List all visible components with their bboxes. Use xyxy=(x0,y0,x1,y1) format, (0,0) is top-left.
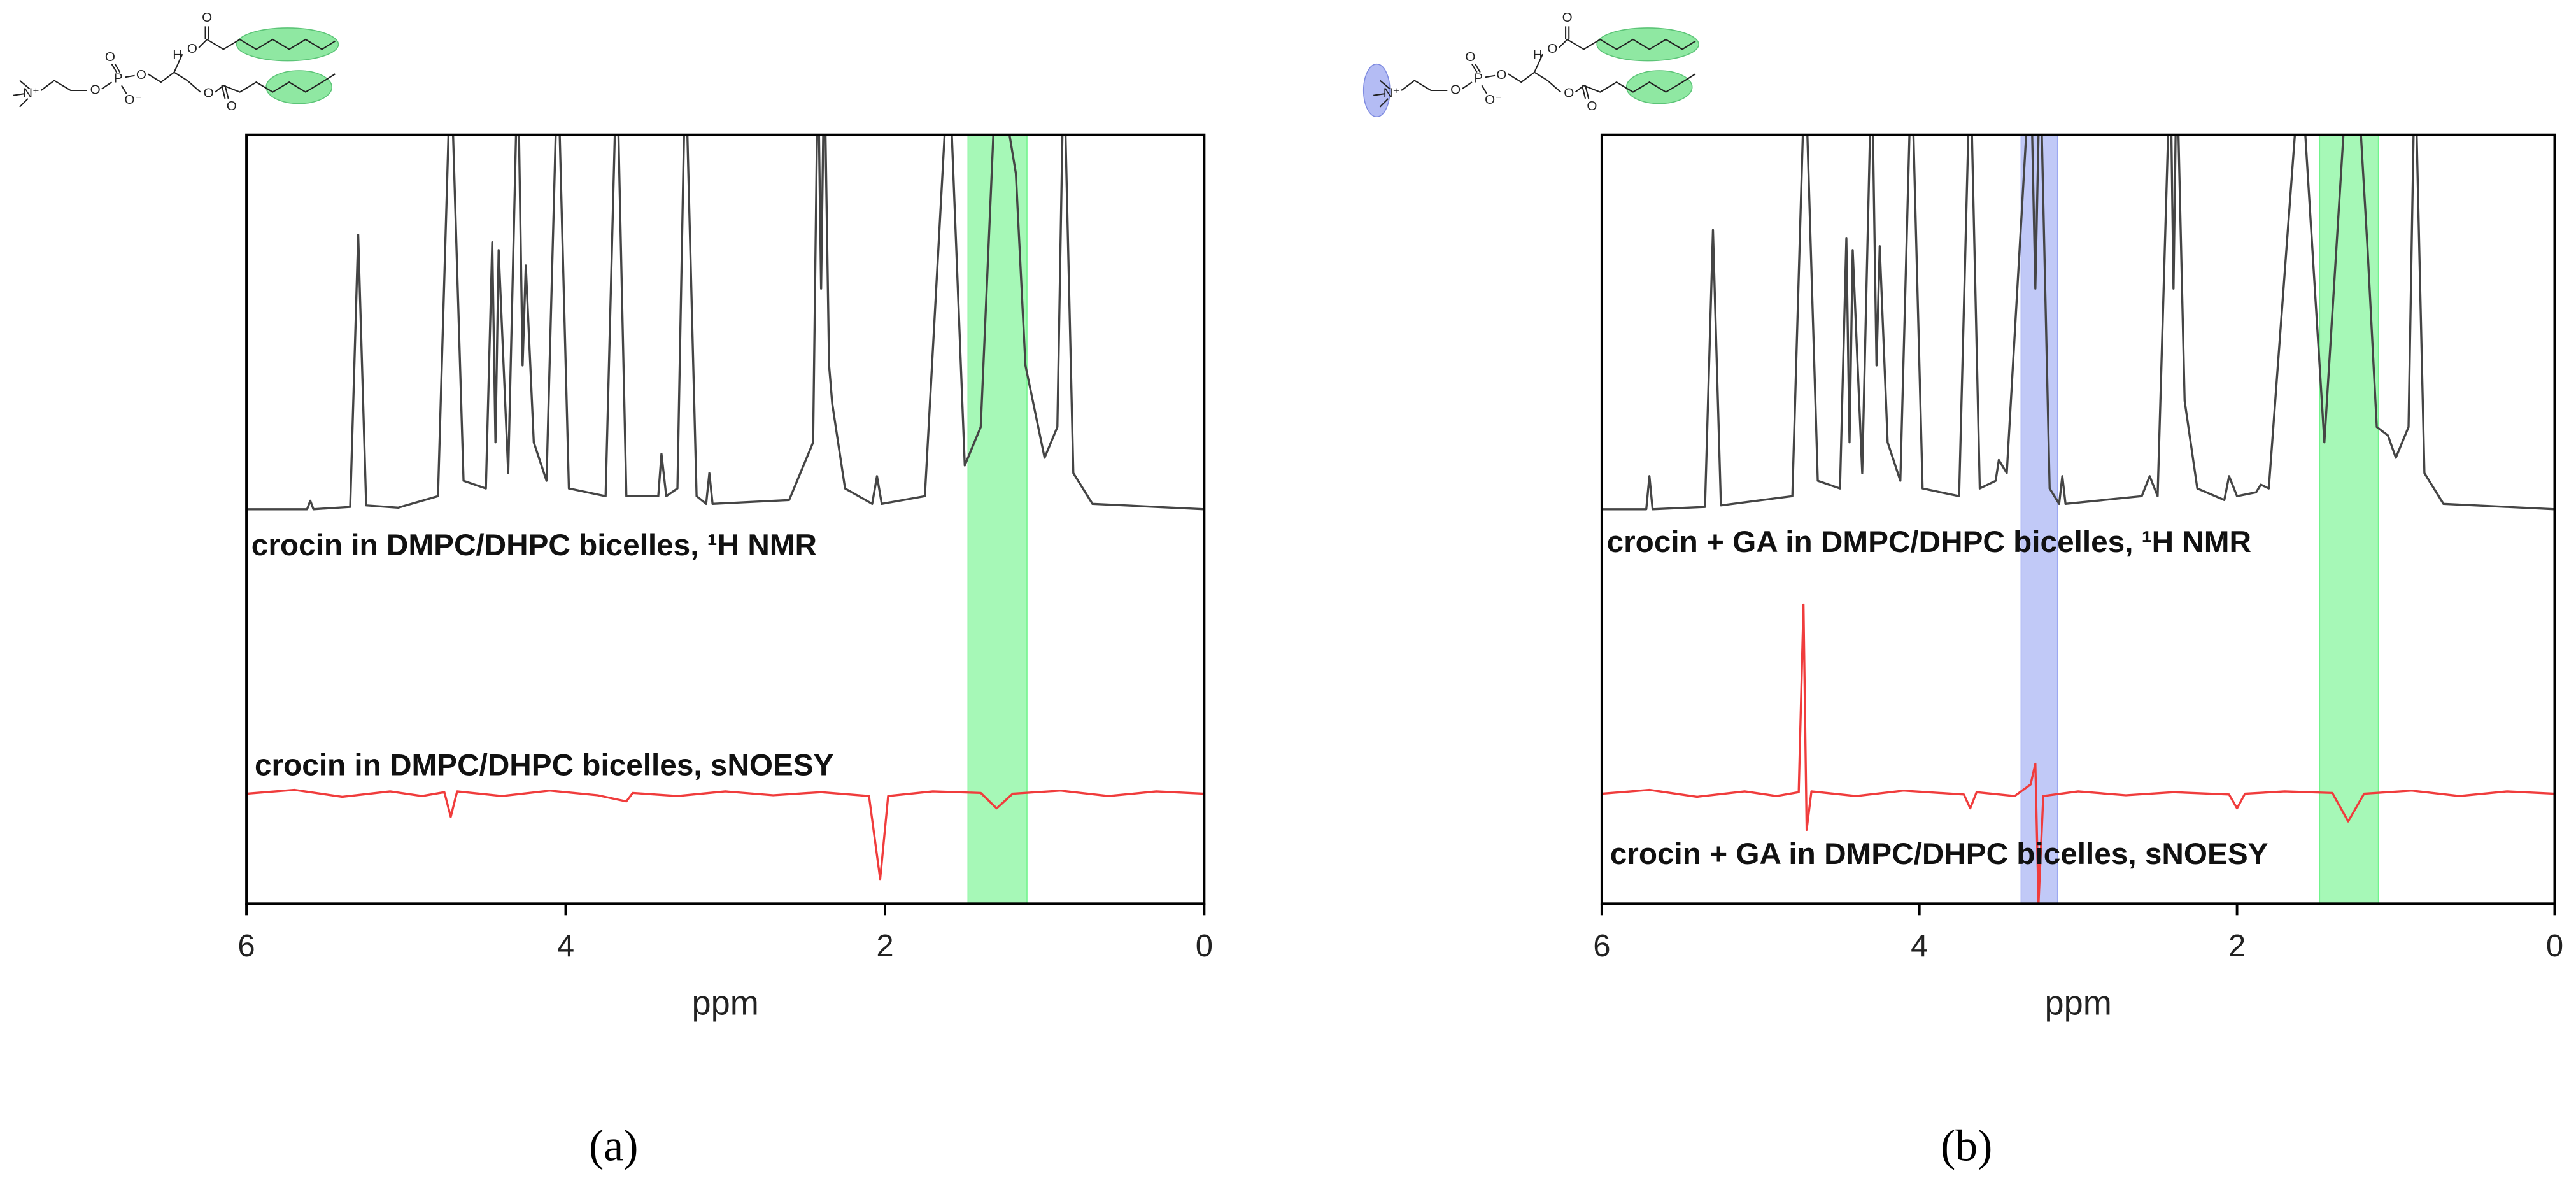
x-tick-label: 4 xyxy=(1911,929,1928,963)
atom-label: N⁺ xyxy=(1384,86,1400,101)
atom-label: O xyxy=(187,41,197,56)
highlight-band xyxy=(967,134,1028,905)
x-tick-label: 2 xyxy=(876,929,893,963)
bonds xyxy=(1373,26,1696,108)
highlight-band xyxy=(2319,134,2379,905)
atom-label: P xyxy=(114,71,123,85)
atom-label: O xyxy=(1587,99,1597,113)
panel-label: (a) xyxy=(589,1121,638,1170)
spectrum-line xyxy=(1601,134,2555,511)
panel: crocin + GA in DMPC/DHPC bicelles, ¹H NM… xyxy=(1593,133,2563,1170)
atom-label: P xyxy=(1474,71,1483,85)
tail-highlight xyxy=(265,70,333,104)
atom-label: O⁻ xyxy=(125,92,142,107)
series-label: crocin + GA in DMPC/DHPC bicelles, sNOES… xyxy=(1610,837,2268,871)
x-tick-label: 6 xyxy=(237,929,255,963)
atom-label: O xyxy=(1562,10,1573,25)
x-axis-title: ppm xyxy=(692,984,759,1023)
atom-label: O xyxy=(1547,41,1557,56)
atom-label: O xyxy=(90,82,101,97)
highlight-band xyxy=(2020,134,2058,905)
plot-frame xyxy=(245,133,1206,905)
atom-label: O xyxy=(1496,67,1506,82)
series-label: crocin in DMPC/DHPC bicelles, ¹H NMR xyxy=(251,528,817,562)
x-axis-title: ppm xyxy=(2044,984,2111,1023)
x-tick-label: 2 xyxy=(2228,929,2246,963)
atom-label: O⁻ xyxy=(1485,92,1502,107)
panel: crocin in DMPC/DHPC bicelles, ¹H NMR croc… xyxy=(237,133,1213,1170)
atom-label: H xyxy=(1533,48,1543,62)
atom-label: O xyxy=(1564,86,1574,101)
plot-frame xyxy=(1600,133,2556,905)
atom-label: O xyxy=(204,86,214,101)
x-tick-label: 6 xyxy=(1593,929,1610,963)
atom-label: O xyxy=(136,67,146,82)
spectrum-line xyxy=(246,134,1205,511)
atom-label: O xyxy=(227,99,237,113)
atom-label: H xyxy=(173,48,182,62)
x-tick-label: 4 xyxy=(557,929,574,963)
x-tick-label: 0 xyxy=(2546,929,2563,963)
spectrum-line xyxy=(1601,603,2555,904)
atom-label: O xyxy=(1450,82,1461,97)
panel-label: (b) xyxy=(1941,1121,1992,1170)
series-label: crocin + GA in DMPC/DHPC bicelles, ¹H NM… xyxy=(1607,525,2251,559)
tail-highlight xyxy=(236,27,339,62)
series-label: crocin in DMPC/DHPC bicelles, sNOESY xyxy=(255,749,834,783)
atom-label: O xyxy=(202,10,212,25)
tail-highlight xyxy=(1596,27,1699,62)
bonds xyxy=(13,26,336,108)
atom-label: O xyxy=(105,50,115,64)
atom-label: N⁺ xyxy=(23,86,39,101)
x-tick-label: 0 xyxy=(1196,929,1213,963)
tail-highlight xyxy=(1625,70,1693,104)
spectrum-line xyxy=(246,788,1205,881)
atom-label: O xyxy=(1465,50,1475,64)
